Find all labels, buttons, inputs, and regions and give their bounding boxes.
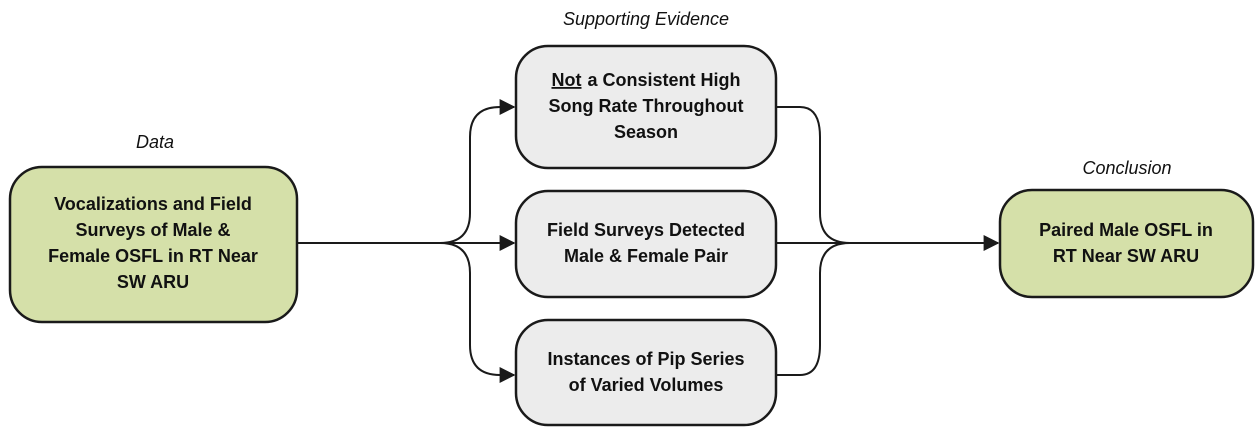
node-text: RT Near SW ARU: [1053, 246, 1199, 266]
node-text: Song Rate Throughout: [549, 96, 744, 116]
data-label: Data: [136, 132, 174, 152]
connector: [776, 106, 851, 244]
node-text: Not a Consistent High: [551, 70, 740, 90]
node-text: Vocalizations and Field: [54, 194, 252, 214]
node-text: Instances of Pip Series: [547, 349, 744, 369]
node-texts: Vocalizations and Field Surveys of Male &…: [48, 70, 1213, 395]
evidence-box: [514, 318, 778, 427]
node-text: Female OSFL in RT Near: [48, 246, 258, 266]
node-text: Surveys of Male &: [75, 220, 230, 240]
data-box: [8, 165, 299, 324]
connector: [439, 99, 516, 244]
node-text: Paired Male OSFL in: [1039, 220, 1213, 240]
evidence-box: [514, 44, 778, 170]
emphasis: Not: [551, 70, 581, 90]
connectors: [297, 99, 1000, 383]
node-text: of Varied Volumes: [569, 375, 724, 395]
node-text: Male & Female Pair: [564, 246, 728, 266]
node-text-line: a Consistent High: [587, 70, 740, 90]
evidence-box: [514, 189, 778, 299]
node-text: Season: [614, 122, 678, 142]
connector: [776, 242, 851, 376]
conclusion-box: [998, 188, 1255, 299]
connector: [439, 242, 516, 383]
evidence-label: Supporting Evidence: [563, 9, 729, 29]
conclusion-label: Conclusion: [1082, 158, 1171, 178]
node-text: SW ARU: [117, 272, 189, 292]
node-text: Field Surveys Detected: [547, 220, 745, 240]
